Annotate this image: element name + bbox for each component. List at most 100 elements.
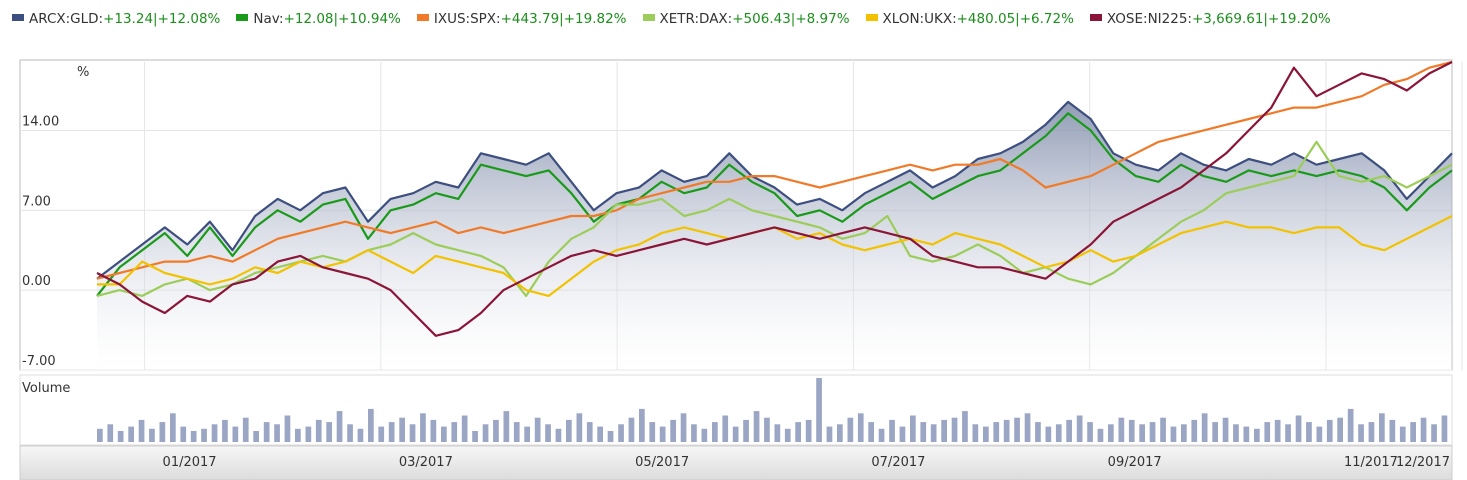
volume-bar: [868, 422, 874, 442]
volume-bar: [1201, 413, 1208, 442]
volume-bar: [513, 422, 520, 442]
legend-item[interactable]: ARCX:GLD:+13.24|+12.08%: [12, 8, 220, 30]
y-tick-label: 7.00: [22, 194, 51, 209]
series-line-xose-ni225[interactable]: [96, 61, 1453, 337]
series-line-xetr-dax[interactable]: [96, 140, 1453, 297]
legend-item[interactable]: XETR:DAX:+506.43|+8.97%: [642, 8, 850, 30]
series-line-arcx-gld[interactable]: [96, 100, 1453, 280]
volume-bar: [357, 428, 364, 442]
volume-bar: [597, 426, 603, 442]
legend-swatch: [1089, 14, 1102, 21]
volume-bar: [545, 424, 551, 442]
volume-bar: [639, 408, 645, 442]
volume-bar: [1087, 422, 1093, 442]
volume-bar: [941, 419, 947, 442]
volume-bar: [1139, 424, 1145, 442]
y-axis-ticks: 14.00 7.00 0.00 -7.00: [22, 114, 59, 369]
volume-bar: [138, 419, 145, 442]
legend-item[interactable]: Nav:+12.08|+10.94%: [236, 8, 401, 30]
volume-bar: [826, 426, 833, 442]
legend: ARCX:GLD:+13.24|+12.08% Nav:+12.08|+10.94…: [12, 8, 1452, 30]
volume-bar: [263, 422, 270, 442]
x-tick-label: 09/2017: [1108, 455, 1162, 470]
volume-bar: [1295, 415, 1302, 442]
volume-bar: [837, 424, 843, 442]
volume-bar: [1233, 424, 1239, 442]
volume-bar: [1212, 422, 1218, 442]
volume-bar: [190, 431, 197, 442]
legend-item[interactable]: XLON:UKX:+480.05|+6.72%: [865, 8, 1074, 30]
y-tick-label: 14.00: [22, 114, 59, 129]
volume-bar: [878, 428, 885, 442]
volume-bar: [899, 426, 906, 442]
legend-series-name: XLON:UKX:: [882, 11, 957, 27]
volume-bar: [493, 419, 499, 442]
legend-series-name: XETR:DAX:: [659, 11, 733, 27]
volume-bar: [805, 419, 812, 442]
volume-bar: [1191, 419, 1198, 442]
volume-bar: [378, 426, 385, 442]
volume-bar: [388, 422, 395, 442]
volume-bar: [315, 419, 322, 442]
volume-bar: [680, 413, 687, 442]
volume-bar: [128, 426, 134, 442]
volume-bar: [1441, 415, 1448, 442]
volume-bar: [1045, 426, 1052, 442]
volume-bar: [1035, 422, 1041, 442]
volume-bar: [816, 378, 822, 442]
volume-bar: [503, 411, 510, 442]
volume-bar: [149, 428, 155, 442]
volume-bar: [930, 424, 937, 442]
volume-bar: [242, 417, 249, 442]
volume-bar: [1326, 419, 1333, 442]
legend-swatch: [12, 14, 24, 21]
volume-bar: [1076, 415, 1083, 442]
volume-bar: [774, 424, 781, 442]
volume-bar: [284, 415, 291, 442]
x-axis-ticks: 01/2017 03/2017 05/2017 07/2017 09/2017 11/20…: [163, 455, 1450, 470]
volume-bar: [1264, 422, 1271, 442]
volume-bar: [670, 419, 676, 442]
volume-bar: [1306, 422, 1312, 442]
series-area-arcx-gld: [97, 101, 1452, 371]
volume-bar: [795, 422, 801, 442]
series-lines: [96, 60, 1453, 337]
volume-bar: [1160, 417, 1166, 442]
legend-series-change: +12.08|+10.94%: [283, 11, 401, 27]
volume-bar: [1368, 422, 1375, 442]
legend-series-change: +506.43|+8.97%: [732, 11, 850, 27]
volume-bar: [232, 426, 239, 442]
volume-bar: [274, 424, 280, 442]
legend-swatch: [642, 14, 655, 21]
volume-bar: [857, 413, 864, 442]
volume-bar: [534, 417, 541, 442]
volume-bar: [910, 415, 916, 442]
volume-bar: [920, 422, 927, 442]
legend-series-name: XOSE:NI225:: [1106, 11, 1192, 27]
volume-bar: [784, 428, 791, 442]
legend-item[interactable]: XOSE:NI225:+3,669.61|+19.20%: [1089, 8, 1331, 30]
volume-bar: [1316, 426, 1323, 442]
legend-series-change: +480.05|+6.72%: [956, 11, 1074, 27]
legend-series-change: +443.79|+19.82%: [500, 11, 627, 27]
volume-bar: [847, 417, 854, 442]
volume-bar: [472, 431, 478, 442]
navigator-bar[interactable]: [19, 445, 1453, 480]
y-tick-label: 0.00: [22, 274, 51, 289]
volume-bar: [618, 424, 624, 442]
legend-item[interactable]: IXUS:SPX:+443.79|+19.82%: [416, 8, 627, 30]
volume-bar: [159, 422, 166, 442]
volume-frame: [19, 374, 1453, 446]
volume-bar: [430, 419, 437, 442]
area-layer: [97, 101, 1452, 371]
volume-bar: [1337, 417, 1343, 442]
volume-bar: [691, 424, 697, 442]
volume-bar: [1285, 424, 1291, 442]
volume-bar: [326, 422, 332, 442]
volume-bar: [211, 424, 218, 442]
legend-series-name: IXUS:SPX:: [433, 11, 501, 27]
series-line-ixus-spx[interactable]: [96, 60, 1453, 280]
volume-bar: [201, 428, 207, 442]
series-line-nav[interactable]: [96, 112, 1453, 297]
